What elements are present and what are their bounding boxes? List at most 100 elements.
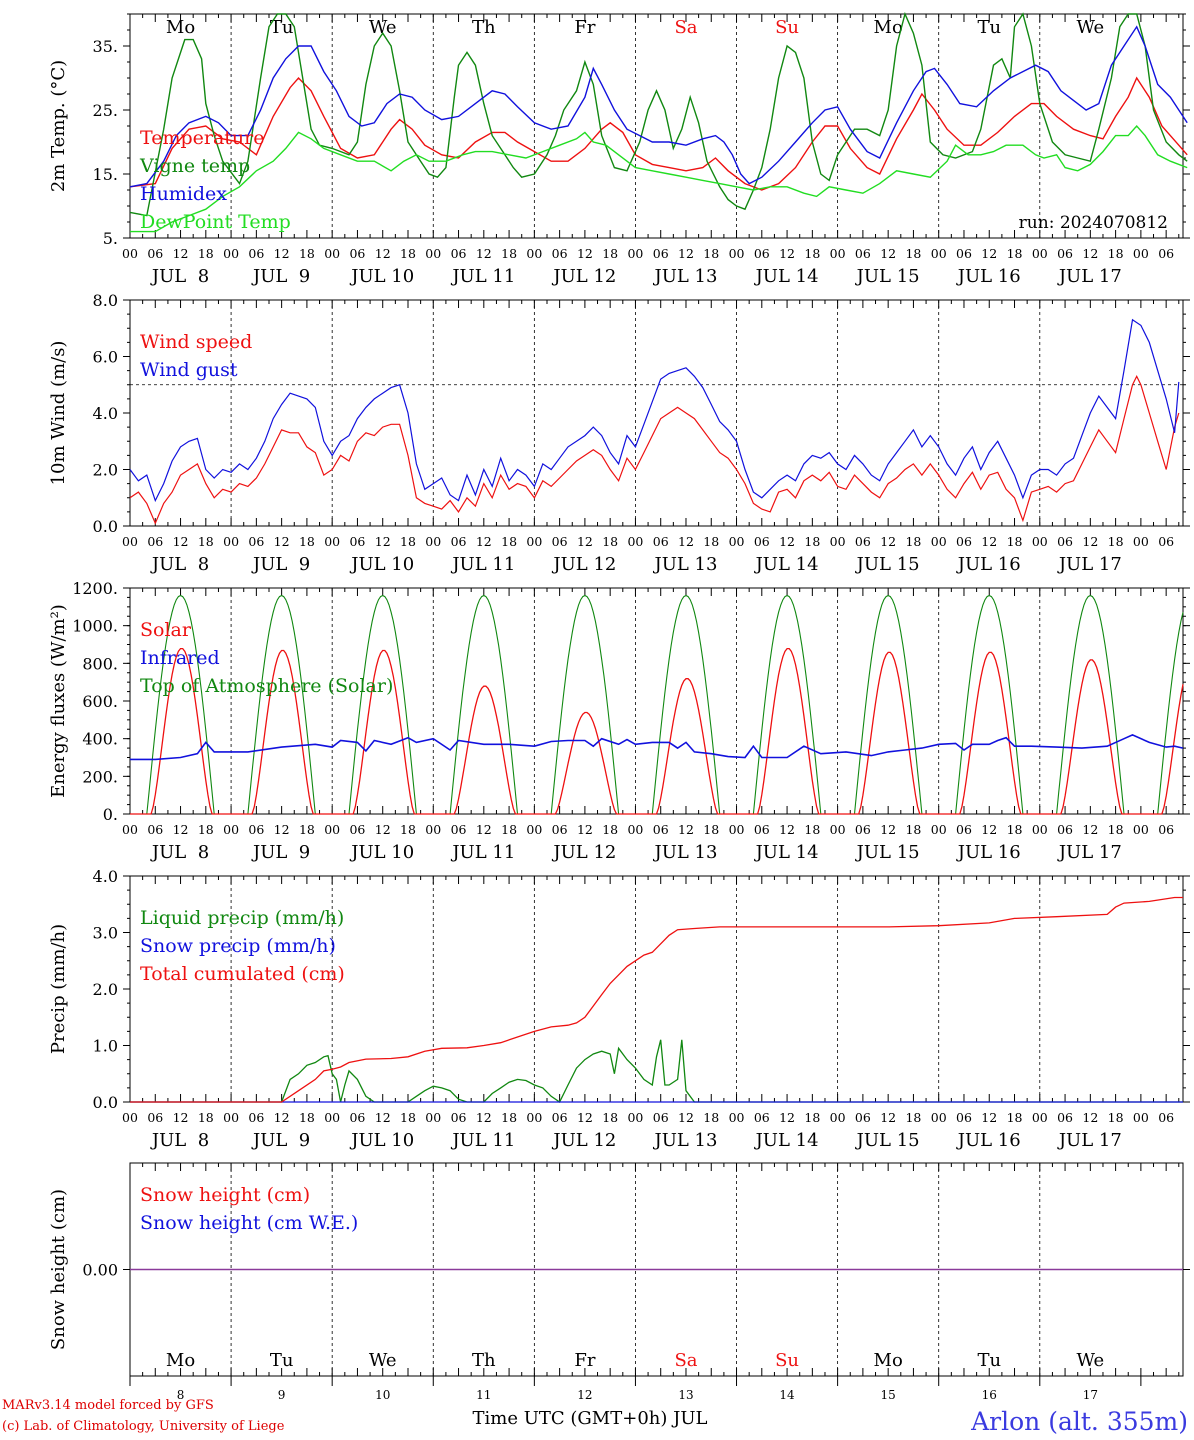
series-line bbox=[129, 76, 1188, 191]
y-tick-label: 15. bbox=[93, 165, 118, 184]
hour-label: 12 bbox=[981, 534, 997, 549]
y-tick-label: 800. bbox=[82, 654, 118, 673]
hour-label: 00 bbox=[729, 1110, 745, 1125]
y-tick-label: 600. bbox=[82, 692, 118, 711]
weekday-label: We bbox=[1076, 17, 1104, 38]
legend-entry: Solar bbox=[140, 619, 192, 641]
hour-label: 00 bbox=[425, 822, 441, 837]
hour-label: 00 bbox=[931, 246, 947, 261]
hour-label: 18 bbox=[905, 1110, 921, 1125]
legend-entry: Top of Atmosphere (Solar) bbox=[140, 675, 393, 697]
series-line bbox=[130, 1039, 1183, 1103]
hour-label: 06 bbox=[956, 1110, 972, 1125]
hour-label: 18 bbox=[501, 822, 517, 837]
day-number: 10 bbox=[375, 1388, 390, 1402]
hour-label: 00 bbox=[526, 822, 542, 837]
y-tick-label: 400. bbox=[82, 730, 118, 749]
y-tick-label: 1000. bbox=[72, 617, 118, 636]
hour-label: 18 bbox=[905, 246, 921, 261]
weekday-label: Tu bbox=[270, 17, 294, 38]
hour-label: 12 bbox=[476, 1110, 492, 1125]
hour-label: 18 bbox=[602, 246, 618, 261]
hour-label: 06 bbox=[1158, 1110, 1174, 1125]
hour-label: 00 bbox=[223, 1110, 239, 1125]
hour-label: 00 bbox=[223, 246, 239, 261]
hour-label: 00 bbox=[425, 246, 441, 261]
hour-label: 12 bbox=[173, 534, 189, 549]
hour-label: 00 bbox=[1032, 822, 1048, 837]
hour-label: 12 bbox=[880, 246, 896, 261]
date-label: JUL 12 bbox=[551, 266, 616, 287]
date-label: JUL 9 bbox=[251, 1130, 310, 1151]
series-line bbox=[129, 318, 1180, 503]
y-tick-label: 2.0 bbox=[93, 980, 118, 999]
date-label: JUL 14 bbox=[754, 554, 819, 575]
date-label: JUL 14 bbox=[754, 266, 819, 287]
hour-label: 00 bbox=[830, 534, 846, 549]
credit-line-1: MARv3.14 model forced by GFS bbox=[2, 1398, 214, 1413]
hour-label: 18 bbox=[804, 534, 820, 549]
hour-label: 00 bbox=[324, 246, 340, 261]
hour-label: 18 bbox=[602, 534, 618, 549]
date-label: JUL 12 bbox=[551, 842, 616, 863]
hour-label: 18 bbox=[804, 1110, 820, 1125]
hour-label: 06 bbox=[754, 534, 770, 549]
hour-label: 18 bbox=[703, 246, 719, 261]
date-label: JUL 11 bbox=[450, 554, 515, 575]
hour-label: 12 bbox=[678, 822, 694, 837]
hour-label: 00 bbox=[324, 1110, 340, 1125]
hour-label: 12 bbox=[1082, 534, 1098, 549]
hour-label: 12 bbox=[476, 534, 492, 549]
hour-label: 18 bbox=[1108, 246, 1124, 261]
date-label: JUL 10 bbox=[349, 842, 414, 863]
hour-label: 06 bbox=[248, 246, 264, 261]
hour-label: 12 bbox=[981, 246, 997, 261]
date-label: JUL 8 bbox=[150, 554, 209, 575]
weekday-label: Th bbox=[472, 1350, 496, 1371]
date-label: JUL 15 bbox=[855, 842, 920, 863]
hour-label: 18 bbox=[400, 246, 416, 261]
weekday-label: Su bbox=[775, 17, 799, 38]
hour-label: 06 bbox=[754, 1110, 770, 1125]
y-tick-label: 6.0 bbox=[93, 348, 118, 367]
hour-label: 18 bbox=[198, 246, 214, 261]
hour-label: 06 bbox=[552, 246, 568, 261]
hour-label: 18 bbox=[501, 534, 517, 549]
hour-label: 06 bbox=[855, 246, 871, 261]
y-axis-label: Snow height (cm) bbox=[48, 1189, 69, 1350]
hour-label: 06 bbox=[552, 534, 568, 549]
hour-label: 06 bbox=[248, 822, 264, 837]
hour-label: 06 bbox=[147, 534, 163, 549]
series-line bbox=[130, 647, 1184, 815]
hour-label: 06 bbox=[956, 822, 972, 837]
hour-label: 18 bbox=[703, 822, 719, 837]
hour-label: 12 bbox=[779, 1110, 795, 1125]
hour-label: 06 bbox=[147, 822, 163, 837]
hour-label: 00 bbox=[122, 1110, 138, 1125]
hour-label: 06 bbox=[855, 534, 871, 549]
date-label: JUL 10 bbox=[349, 1130, 414, 1151]
y-tick-label: 5. bbox=[103, 229, 118, 248]
hour-label: 00 bbox=[627, 822, 643, 837]
hour-label: 00 bbox=[122, 534, 138, 549]
hour-label: 18 bbox=[804, 246, 820, 261]
hour-label: 06 bbox=[1158, 822, 1174, 837]
hour-label: 18 bbox=[602, 822, 618, 837]
hour-label: 00 bbox=[1133, 1110, 1149, 1125]
weekday-label: We bbox=[1076, 1350, 1104, 1371]
date-label: JUL 10 bbox=[349, 266, 414, 287]
date-label: JUL 8 bbox=[150, 266, 209, 287]
legend-entry: Infrared bbox=[140, 647, 220, 669]
day-number: 12 bbox=[577, 1388, 592, 1402]
series-line bbox=[129, 11, 1188, 217]
hour-label: 12 bbox=[274, 1110, 290, 1125]
hour-label: 00 bbox=[1133, 534, 1149, 549]
hour-label: 00 bbox=[526, 246, 542, 261]
weekday-label: Th bbox=[472, 17, 496, 38]
legend-entry: Snow precip (mm/h) bbox=[140, 935, 336, 957]
hour-label: 12 bbox=[880, 1110, 896, 1125]
series-line bbox=[129, 374, 1180, 525]
hour-label: 18 bbox=[198, 1110, 214, 1125]
date-label: JUL 15 bbox=[855, 1130, 920, 1151]
legend-entry: Wind speed bbox=[140, 331, 252, 353]
